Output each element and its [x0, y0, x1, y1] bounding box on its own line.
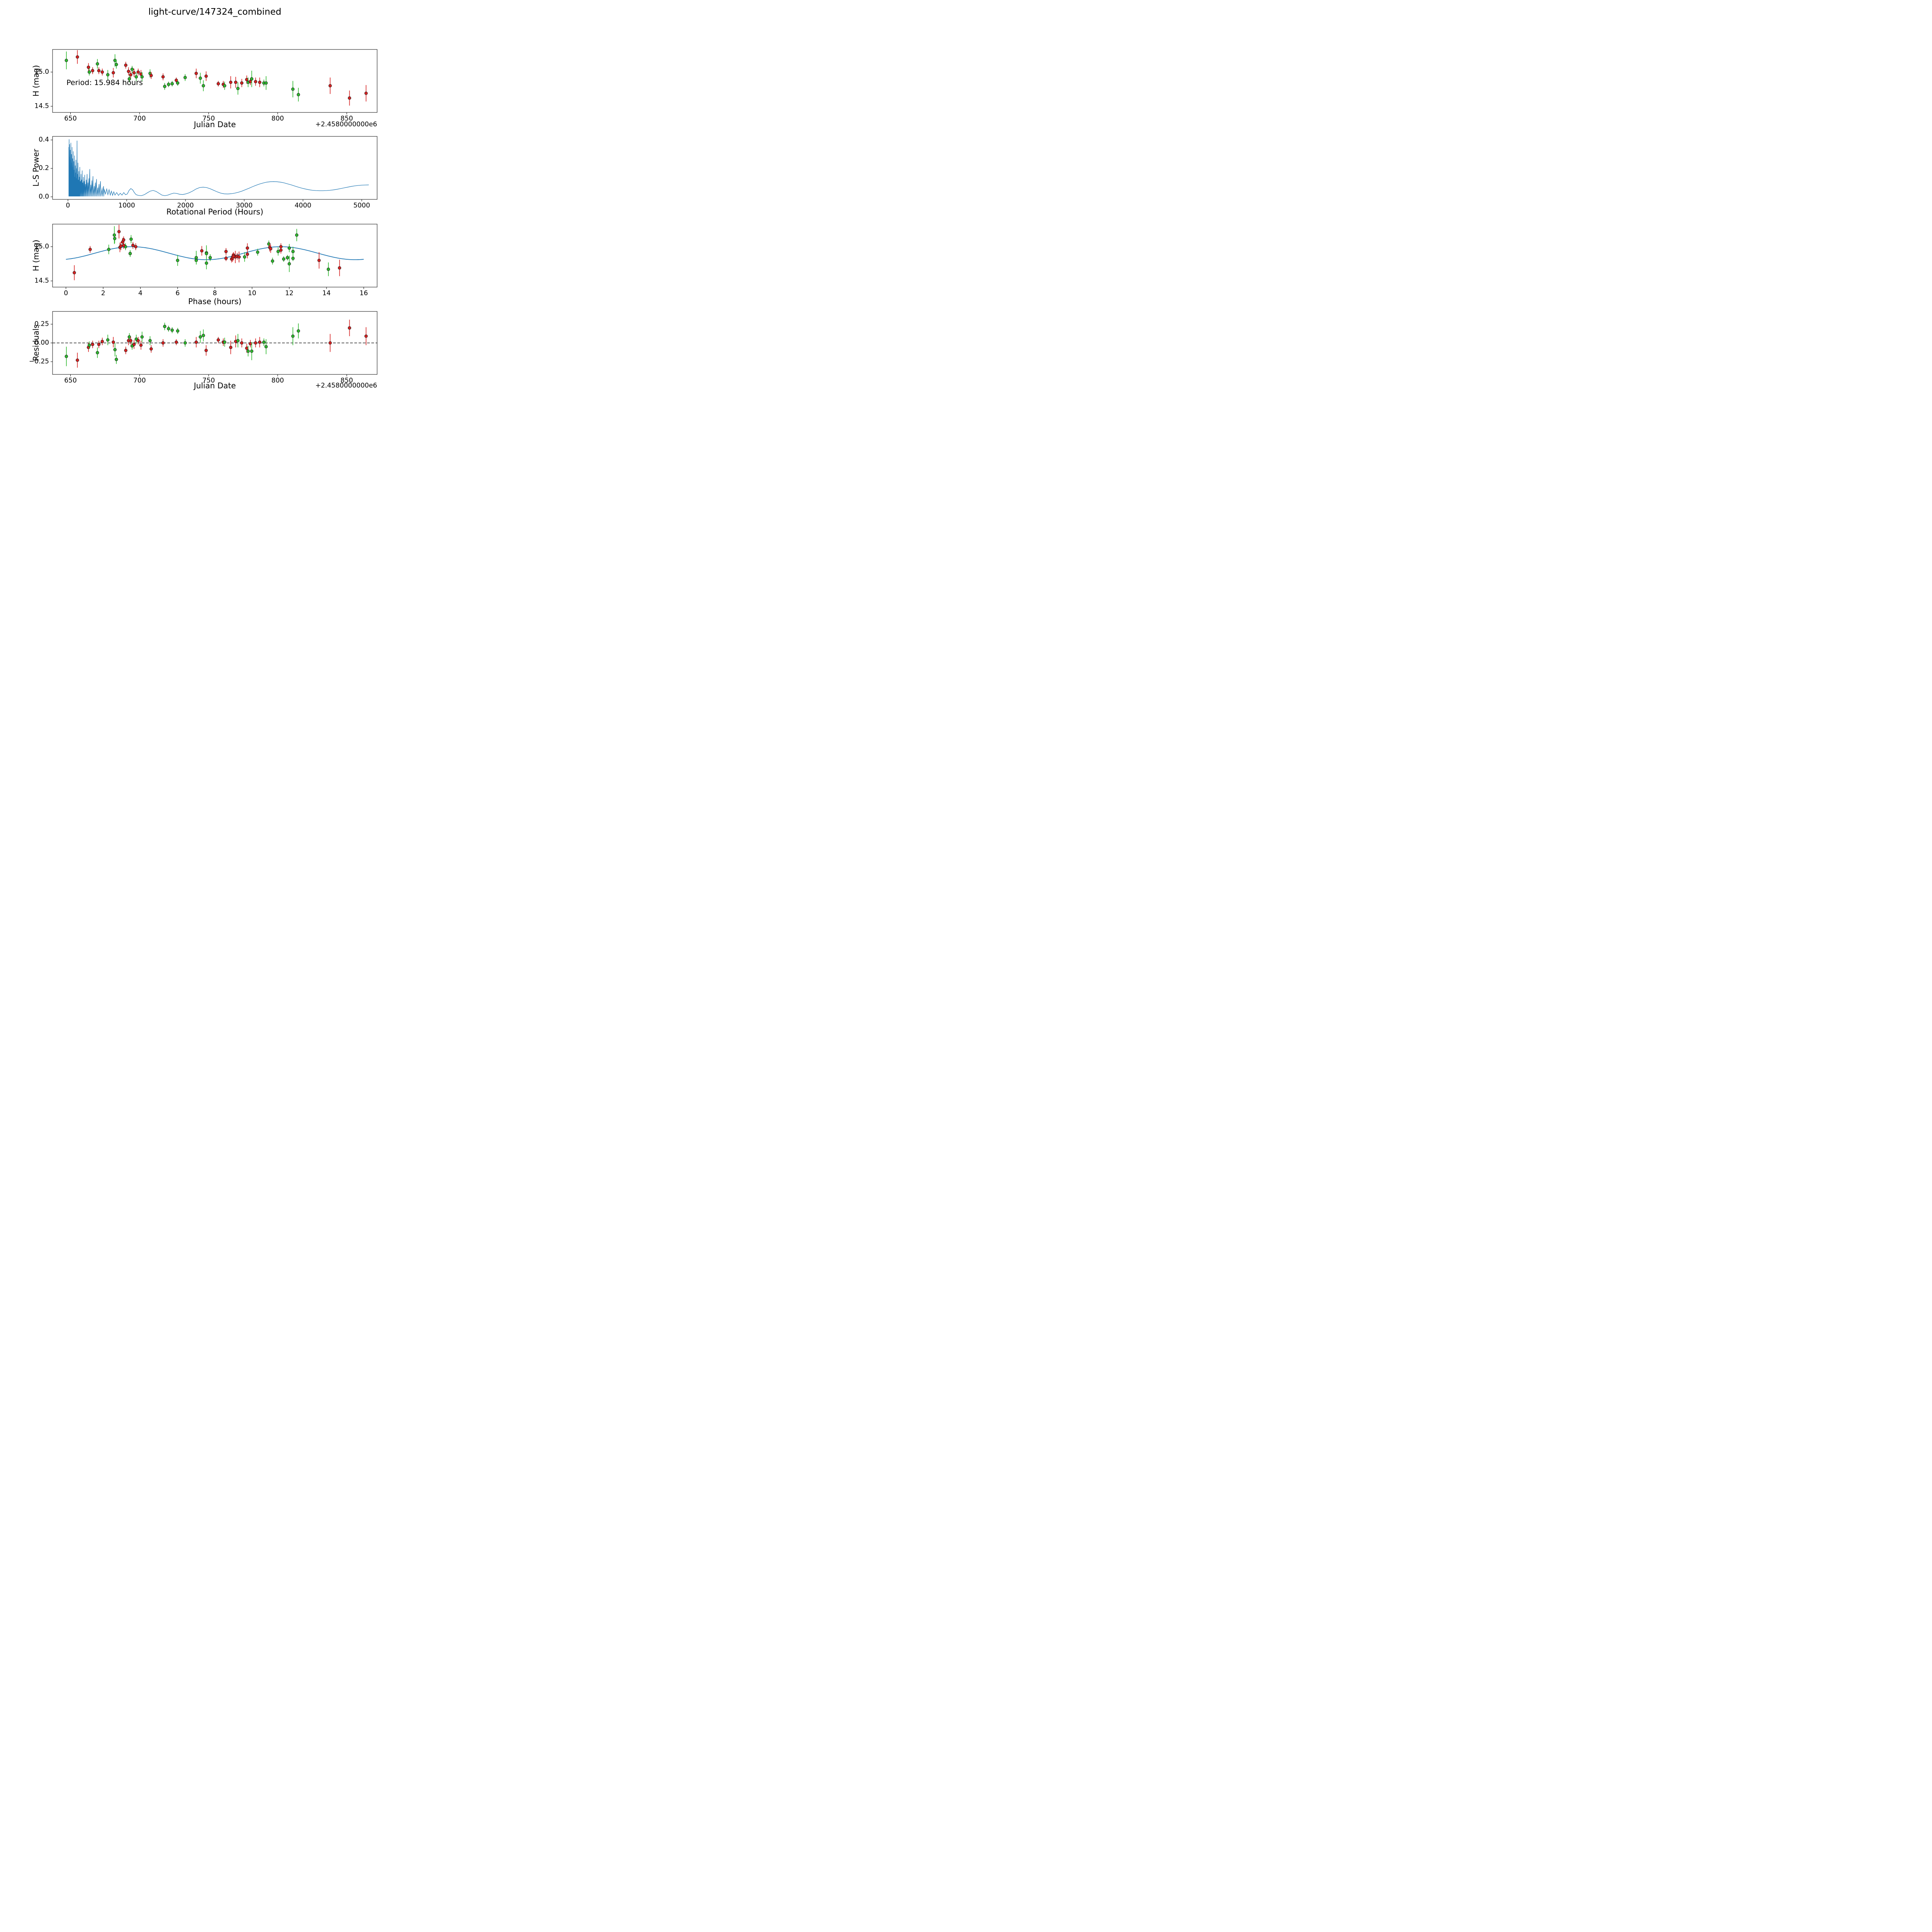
panel3-y-axis-label: H (mag): [31, 240, 41, 271]
panel4-y-axis-label: Residuals: [31, 324, 41, 361]
panel2-x-axis-label: Rotational Period (Hours): [166, 207, 264, 216]
panel1-x-axis-label: Julian Date: [194, 120, 236, 129]
panel4-x-axis-label: Julian Date: [194, 381, 236, 390]
panel3-x-axis-label: Phase (hours): [188, 297, 242, 306]
panel4-x-offset-text: +2.4580000000e6: [315, 382, 377, 389]
panel1-y-axis-label: H (mag): [31, 65, 41, 97]
panel1-x-offset-text: +2.4580000000e6: [315, 121, 377, 128]
panel2-y-axis-label: L-S Power: [31, 149, 41, 187]
period-annotation: Period: 15.984 hours: [66, 78, 143, 87]
light-curve-plots-canvas: [0, 0, 417, 417]
figure: light-curve/147324_combined H (mag) Juli…: [0, 0, 417, 417]
figure-title: light-curve/147324_combined: [148, 7, 282, 17]
